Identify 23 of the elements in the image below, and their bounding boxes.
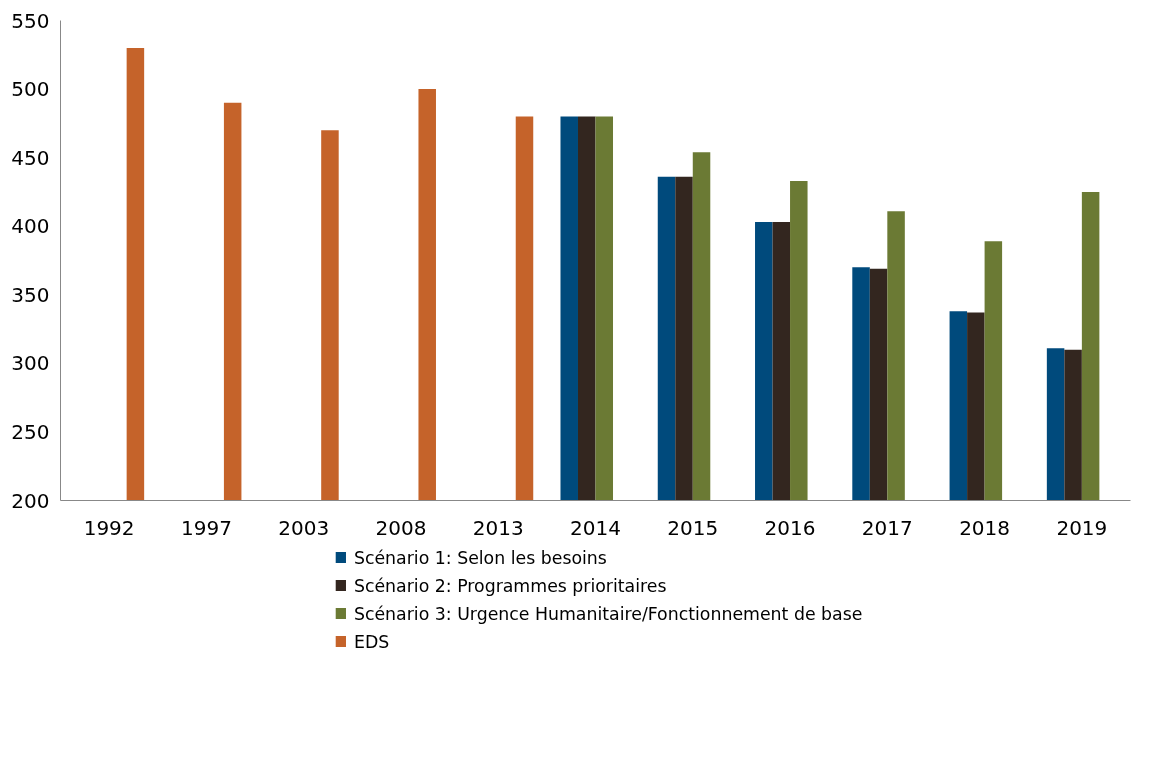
x-tick-label: 2016 — [764, 515, 816, 540]
x-tick-label: 2018 — [959, 515, 1011, 540]
legend-label: Scénario 1: Selon les besoins — [353, 547, 607, 568]
y-tick-label: 300 — [11, 351, 50, 376]
y-tick-label: 200 — [11, 488, 50, 513]
legend-label: EDS — [353, 631, 390, 652]
legend-label: Scénario 3: Urgence Humanitaire/Fonctionnement de base — [353, 603, 863, 624]
x-tick-label: 2014 — [570, 515, 621, 540]
x-tick-label: 2013 — [472, 515, 524, 540]
y-tick-label: 400 — [11, 214, 50, 239]
x-tick-label: 1992 — [83, 515, 135, 540]
y-tick-label: 500 — [11, 77, 50, 102]
legend-label: Scénario 2: Programmes prioritaires — [353, 575, 667, 596]
x-tick-label: 2015 — [667, 515, 719, 540]
x-tick-label: 2003 — [278, 515, 330, 540]
y-tick-label: 550 — [11, 8, 50, 33]
x-tick-label: 2017 — [861, 515, 913, 540]
y-tick-label: 450 — [11, 145, 50, 170]
x-tick-label: 2019 — [1056, 515, 1108, 540]
y-tick-label: 350 — [11, 282, 50, 307]
x-tick-label: 2008 — [375, 515, 427, 540]
x-tick-label: 1997 — [180, 515, 232, 540]
y-tick-label: 250 — [11, 419, 50, 444]
